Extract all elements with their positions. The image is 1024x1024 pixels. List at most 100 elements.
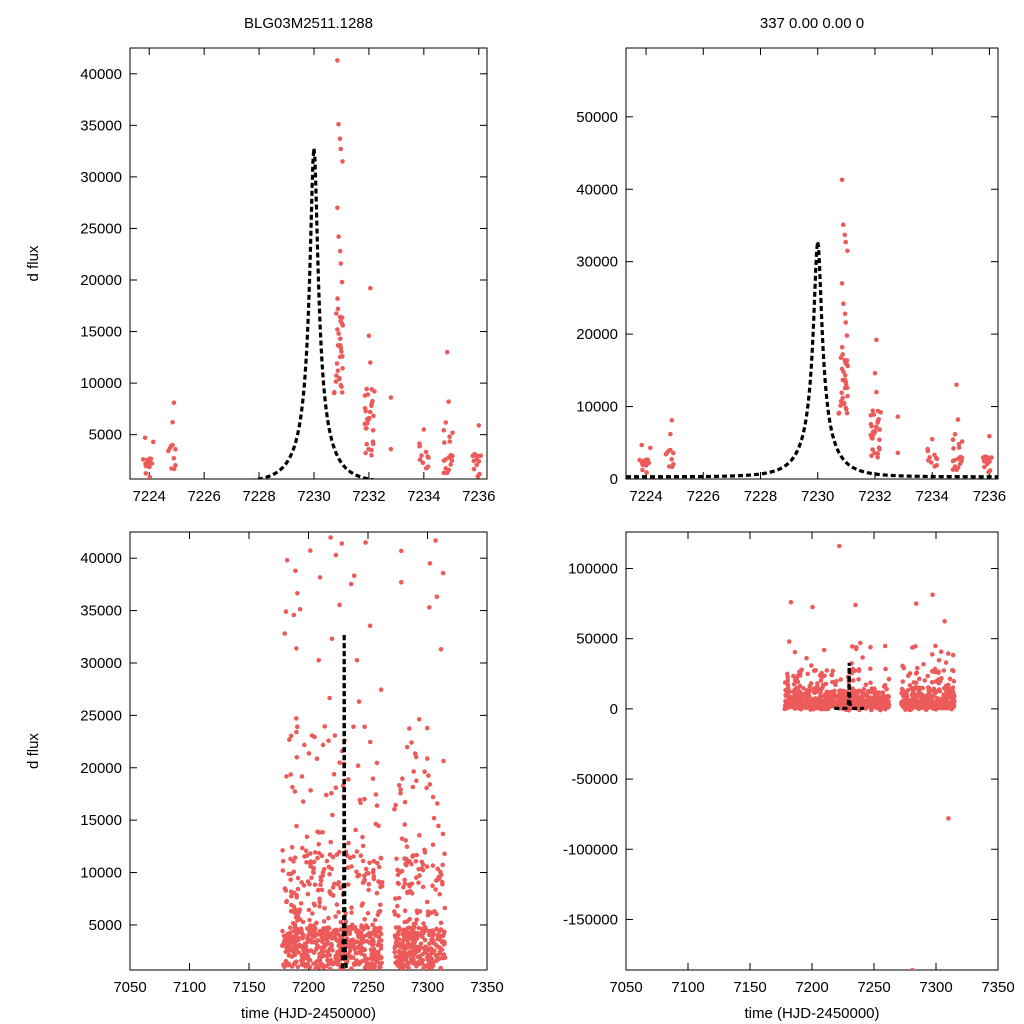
data-point: [396, 954, 401, 960]
data-point: [335, 58, 340, 63]
data-point: [823, 681, 829, 687]
data-point: [372, 389, 377, 394]
data-point: [288, 772, 294, 777]
data-point: [354, 869, 359, 875]
data-point: [369, 931, 375, 936]
data-point: [822, 692, 828, 697]
data-point: [292, 941, 298, 947]
data-point: [282, 886, 288, 891]
data-point: [320, 830, 325, 835]
data-point: [320, 742, 326, 748]
data-point: [837, 543, 842, 549]
data-point: [324, 858, 330, 864]
data-point: [936, 670, 941, 675]
data-point: [410, 784, 416, 790]
data-point: [300, 845, 305, 851]
data-point: [950, 437, 956, 443]
data-point: [329, 936, 335, 941]
data-point: [311, 859, 317, 865]
data-point: [312, 926, 318, 931]
x-tick-label: 7232: [352, 488, 385, 505]
data-point: [362, 953, 367, 958]
data-point: [367, 966, 372, 970]
data-point: [815, 681, 820, 686]
data-point: [349, 925, 354, 930]
data-point: [286, 952, 292, 958]
data-point: [351, 573, 357, 578]
y-tick-label: 20000: [80, 760, 122, 777]
data-point: [818, 694, 824, 699]
data-point: [377, 928, 382, 934]
data-point: [295, 724, 300, 730]
data-point: [415, 910, 420, 916]
data-point: [921, 661, 926, 667]
data-point: [933, 643, 938, 649]
data-point: [359, 935, 365, 940]
data-point: [951, 679, 957, 684]
data-point: [640, 467, 645, 473]
data-point: [427, 782, 433, 787]
data-point: [816, 700, 821, 706]
data-point: [799, 667, 804, 673]
data-point: [337, 953, 343, 958]
data-point: [411, 769, 417, 774]
data-point: [420, 951, 426, 957]
data-point: [878, 410, 883, 415]
data-point: [794, 676, 799, 681]
data-point: [437, 891, 443, 897]
data-point: [307, 917, 312, 923]
data-point: [149, 461, 155, 466]
data-point: [356, 872, 362, 878]
data-point: [334, 927, 339, 933]
data-point: [374, 760, 380, 766]
data-point: [317, 899, 322, 905]
data-point: [419, 859, 425, 865]
data-point: [432, 948, 437, 954]
data-point: [394, 856, 399, 862]
data-point: [430, 938, 436, 943]
y-tick-label: 100000: [568, 561, 618, 578]
data-point: [921, 703, 927, 708]
data-point: [378, 964, 383, 969]
data-point: [368, 360, 373, 365]
y-tick-label: 25000: [80, 220, 122, 237]
data-point: [321, 867, 327, 872]
data-point: [934, 696, 940, 701]
data-point: [335, 205, 340, 211]
data-point: [371, 413, 376, 419]
data-point: [349, 864, 354, 869]
y-tick-label: 10000: [80, 375, 122, 392]
data-point: [327, 695, 332, 701]
data-point: [823, 696, 828, 702]
data-point: [288, 856, 293, 862]
data-point: [403, 862, 409, 868]
data-point: [314, 756, 320, 761]
data-points: [140, 58, 484, 479]
data-point: [440, 570, 446, 576]
data-point: [327, 852, 333, 857]
data-point: [856, 677, 861, 682]
data-point: [346, 840, 351, 846]
data-point: [308, 859, 313, 864]
data-point: [987, 468, 993, 473]
data-point: [322, 944, 327, 950]
data-point: [334, 902, 340, 907]
data-point: [984, 455, 989, 460]
data-point: [287, 737, 292, 742]
data-point: [907, 683, 913, 688]
data-point: [872, 686, 877, 692]
data-point: [941, 668, 947, 673]
data-point: [284, 774, 289, 779]
data-point: [840, 222, 846, 227]
data-point: [337, 602, 342, 608]
data-point: [868, 689, 873, 695]
data-point: [330, 885, 336, 890]
data-point: [917, 702, 923, 707]
data-point: [895, 450, 901, 456]
data-point: [901, 704, 907, 710]
data-point: [305, 879, 311, 884]
data-point: [428, 958, 434, 963]
data-point: [874, 424, 879, 430]
data-point: [913, 701, 918, 706]
data-point: [365, 961, 371, 967]
